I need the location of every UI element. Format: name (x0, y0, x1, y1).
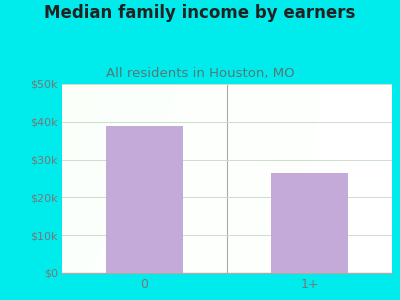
Bar (106, 126, 183, 273)
Bar (271, 173, 348, 273)
Text: Median family income by earners: Median family income by earners (44, 4, 356, 22)
Text: All residents in Houston, MO: All residents in Houston, MO (106, 68, 294, 80)
